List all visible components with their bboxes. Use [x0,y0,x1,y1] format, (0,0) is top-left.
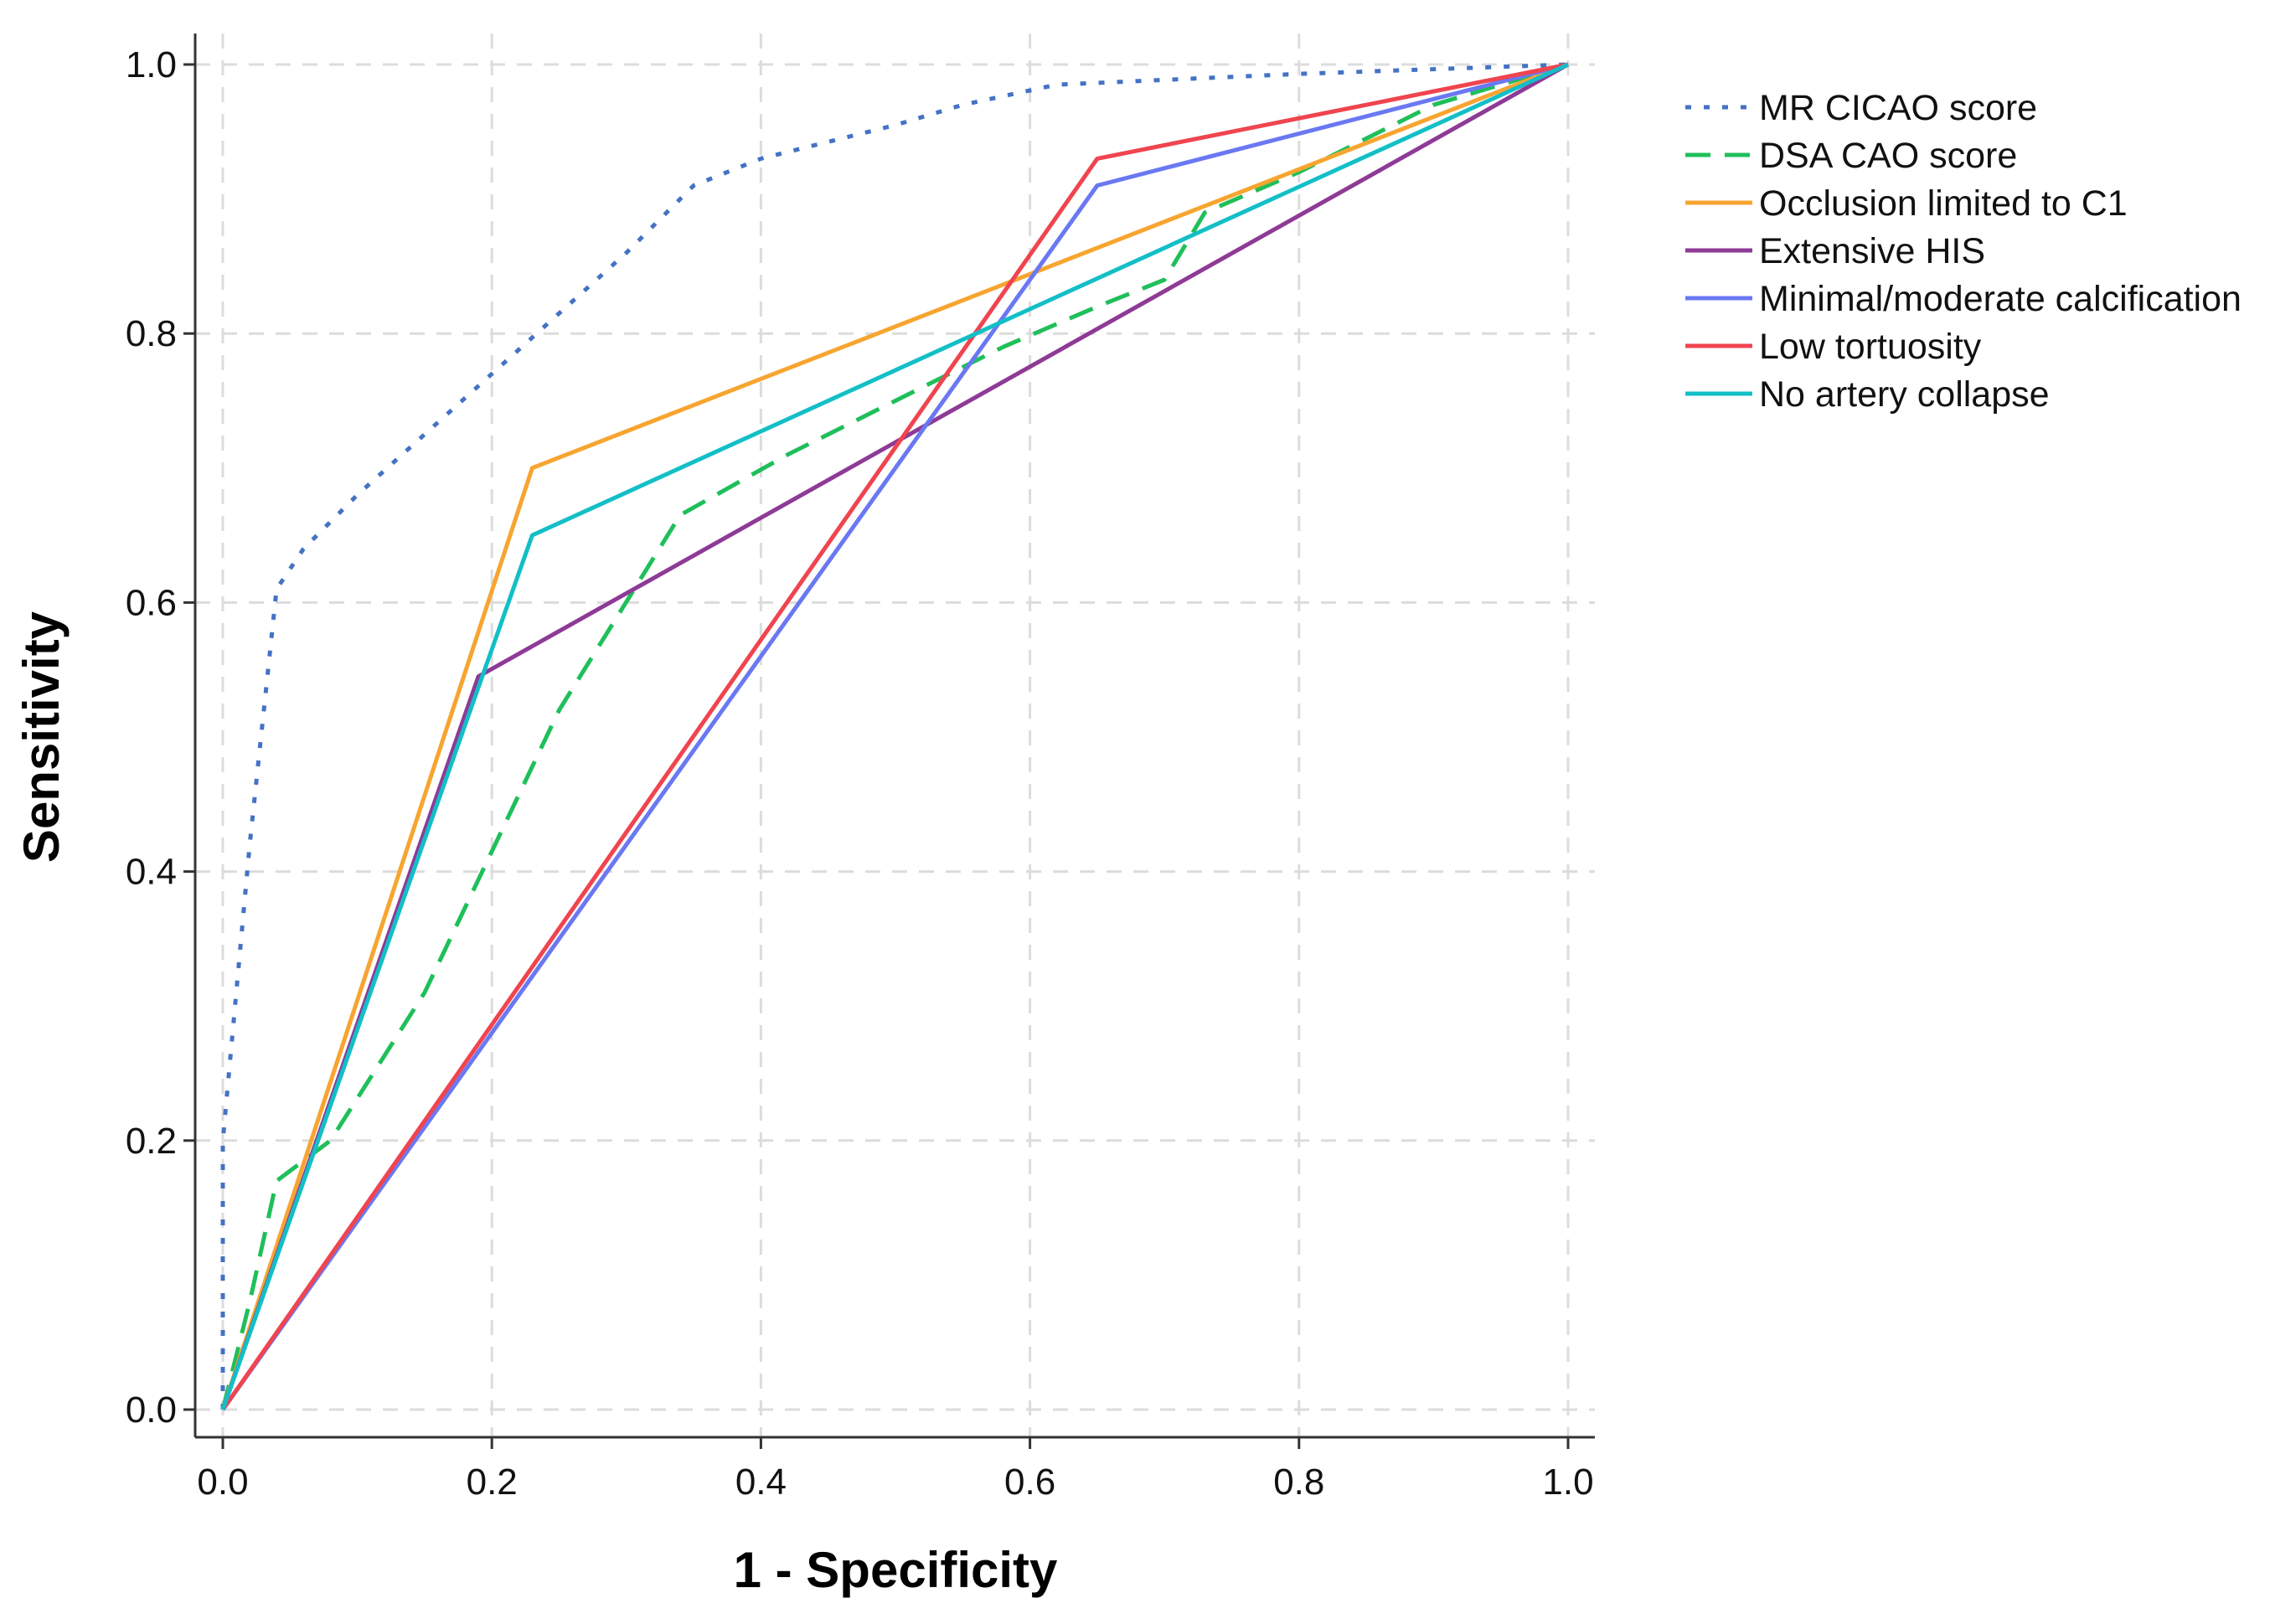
x-axis-title: 1 - Specificity [734,1542,1058,1598]
legend-item[interactable]: No artery collapse [1685,374,2050,415]
series-line-2 [220,62,1569,1410]
legend-label: DSA CAO score [1759,136,2017,176]
legend-item[interactable]: DSA CAO score [1685,136,2017,176]
y-tick-label: 0.6 [126,582,177,623]
x-tick-label: 0.4 [735,1462,787,1503]
legend-label: Extensive HIS [1759,231,1985,271]
y-axis-title: Sensitivity [13,611,70,863]
legend-item[interactable]: Low tortuosity [1685,327,1982,367]
legend-item[interactable]: MR CICAO score [1685,88,2037,128]
x-tick-label: 1.0 [1542,1462,1593,1503]
legend-item[interactable]: Minimal/moderate calcification [1685,279,2242,319]
x-tick-label: 0.0 [197,1462,248,1503]
ticks: 0.0 0.2 0.4 0.6 0.8 1.0 0.0 0.2 0.4 0.6 0.8 1.0 [126,44,1594,1503]
axes [193,34,1595,1439]
legend-item[interactable]: Occlusion limited to C1 [1685,183,2128,224]
legend-item[interactable]: Extensive HIS [1685,231,1985,271]
legend-label: MR CICAO score [1759,88,2037,128]
legend[interactable]: MR CICAO score DSA CAO score Occlusion lim… [1685,88,2242,415]
y-tick-label: 0.0 [126,1389,177,1431]
x-tick-label: 0.8 [1273,1462,1324,1503]
legend-label: Minimal/moderate calcification [1759,279,2242,319]
grid [195,34,1595,1437]
y-tick-label: 0.2 [126,1121,177,1162]
series-line-1 [220,62,1569,1410]
series-line-5 [220,62,1569,1411]
legend-label: Low tortuosity [1759,327,1982,367]
legend-label: Occlusion limited to C1 [1759,183,2128,224]
legend-label: No artery collapse [1759,374,2050,415]
series-line-3 [220,62,1569,1410]
y-tick-label: 0.8 [126,313,177,354]
series-line-6 [220,62,1569,1411]
series-lines [220,62,1570,1411]
series-line-7 [220,62,1570,1410]
x-tick-label: 0.6 [1004,1462,1055,1503]
x-tick-label: 0.2 [467,1462,518,1503]
y-tick-label: 0.4 [126,852,177,893]
y-tick-label: 1.0 [126,44,177,85]
